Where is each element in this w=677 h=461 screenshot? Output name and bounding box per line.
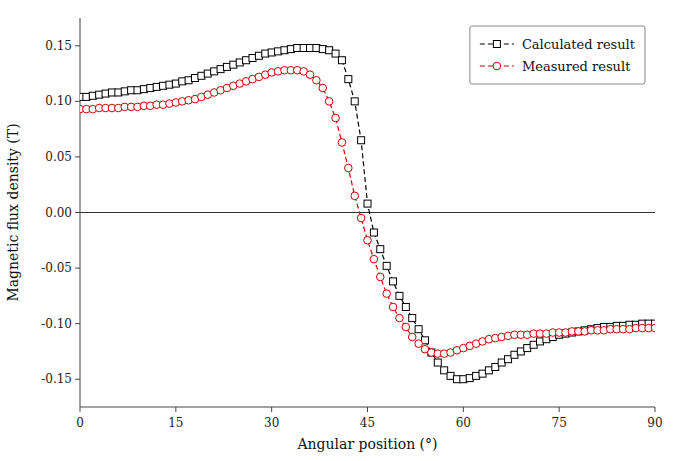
data-point <box>383 262 390 269</box>
y-tick <box>75 268 80 269</box>
data-point <box>332 114 340 122</box>
y-tick-label: 0.00 <box>45 206 72 220</box>
data-point <box>396 292 403 299</box>
series-group <box>80 45 655 383</box>
y-axis-label: Magnetic flux density (T) <box>5 123 21 301</box>
data-point <box>402 303 409 310</box>
series-line <box>80 48 655 379</box>
data-point <box>325 98 333 106</box>
data-point <box>345 76 352 83</box>
data-point <box>306 71 314 79</box>
data-point <box>415 326 422 333</box>
x-tick-label: 0 <box>76 416 84 430</box>
data-point <box>377 246 384 253</box>
legend-marker <box>493 62 501 70</box>
zero-line <box>80 212 655 213</box>
data-point <box>364 200 371 207</box>
x-tick-label: 15 <box>168 416 183 430</box>
data-point <box>338 57 345 64</box>
y-tick-label: 0.15 <box>45 39 72 53</box>
y-tick <box>75 101 80 102</box>
data-point <box>390 278 397 285</box>
y-tick <box>75 323 80 324</box>
legend-label: Calculated result <box>522 37 636 52</box>
data-point <box>376 273 384 281</box>
y-tick-label: 0.10 <box>45 94 72 108</box>
chart: 0 15 30 45 60 75 90 -0.15 -0.10 -0.05 0.00 0.05 0.10… <box>0 0 677 461</box>
legend: Calculated result Measured result <box>470 26 645 84</box>
x-tick <box>463 407 464 412</box>
x-tick-label: 75 <box>552 416 567 430</box>
legend-box <box>470 26 645 84</box>
data-point <box>351 98 358 105</box>
legend-marker <box>493 41 500 48</box>
data-point <box>651 324 655 332</box>
y-tick <box>75 379 80 380</box>
data-point <box>402 323 410 331</box>
series-markers <box>80 66 655 357</box>
y-tick <box>75 212 80 213</box>
data-point <box>364 236 372 244</box>
data-point <box>396 314 404 322</box>
x-axis-label: Angular position (°) <box>296 436 437 452</box>
data-point <box>434 359 441 366</box>
x-tick <box>175 407 176 412</box>
y-tick-label: -0.15 <box>41 372 72 386</box>
data-point <box>358 137 365 144</box>
data-point <box>319 84 327 92</box>
x-tick-label: 90 <box>647 416 662 430</box>
x-tick <box>271 407 272 412</box>
y-tick <box>75 156 80 157</box>
data-point <box>345 164 353 172</box>
data-point <box>383 290 391 298</box>
data-point <box>338 139 346 147</box>
data-point <box>357 214 365 222</box>
y-tick-label: -0.10 <box>41 317 72 331</box>
data-point <box>370 229 377 236</box>
series-line <box>80 70 655 353</box>
y-tick-label: 0.05 <box>45 150 72 164</box>
x-tick-label: 45 <box>360 416 375 430</box>
y-tick <box>75 45 80 46</box>
data-point <box>415 340 423 348</box>
plot-area <box>80 18 655 407</box>
data-point <box>332 50 339 57</box>
legend-label: Measured result <box>522 59 631 74</box>
x-tick <box>80 407 81 412</box>
series-markers <box>80 45 655 383</box>
data-point <box>370 255 378 263</box>
x-tick-label: 30 <box>264 416 279 430</box>
x-tick-label: 60 <box>456 416 471 430</box>
data-point <box>313 76 321 84</box>
data-point <box>408 333 416 341</box>
data-point <box>409 315 416 322</box>
y-tick-label: -0.05 <box>41 261 72 275</box>
data-point <box>351 192 359 200</box>
x-tick <box>655 407 656 412</box>
data-point <box>389 303 397 311</box>
x-tick <box>559 407 560 412</box>
x-tick <box>367 407 368 412</box>
